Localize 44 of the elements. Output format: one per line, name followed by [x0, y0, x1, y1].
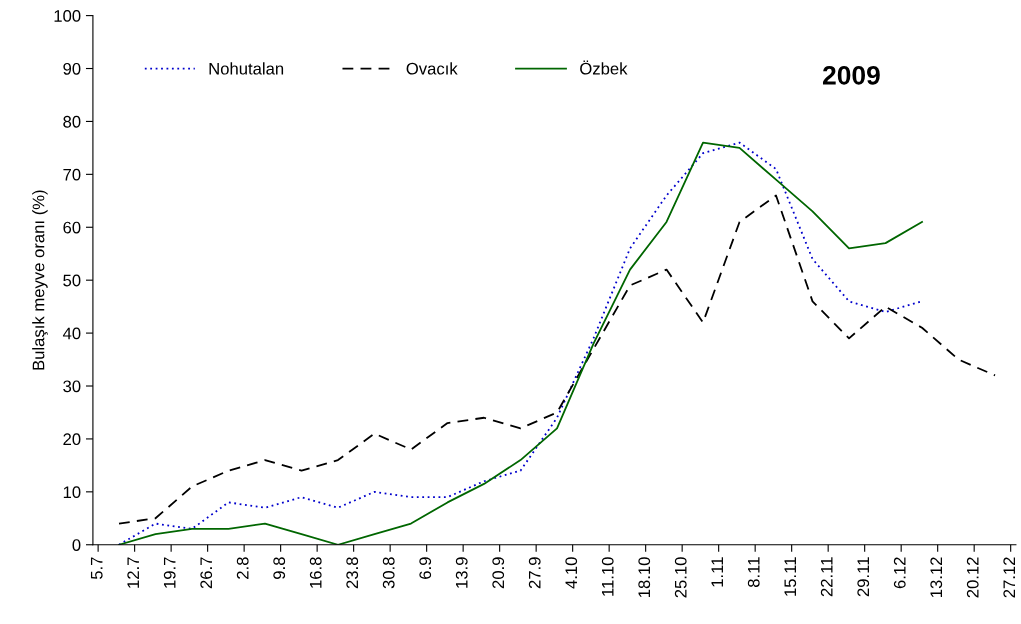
x-tick-label: 11.10: [601, 557, 614, 596]
x-tick-label: 27.12: [1003, 557, 1015, 598]
x-tick-label: 20.9: [492, 557, 505, 589]
y-tick-label: 60: [63, 221, 81, 234]
y-tick-label: 80: [63, 115, 81, 128]
x-tick-label: 8.11: [747, 557, 760, 588]
x-tick-label: 6.12: [893, 557, 906, 589]
legend-label: Özbek: [580, 60, 628, 75]
line-series: [118, 194, 996, 525]
y-tick-label: 50: [63, 274, 81, 287]
y-tick-label: 90: [63, 62, 81, 75]
x-tick-label: 18.10: [638, 557, 651, 597]
x-tick-label: 22.11: [820, 557, 833, 597]
x-tick-label: 29.11: [857, 557, 870, 597]
y-tick-label: 40: [62, 327, 81, 340]
y-tick-label: 10: [63, 486, 81, 499]
x-tick-label: 15.11: [784, 557, 797, 596]
legend-label: Nohutalan: [209, 62, 284, 75]
x-tick-label: 26.7: [200, 557, 213, 589]
y-tick-label: 30: [63, 380, 81, 393]
x-tick-label: 25.10: [674, 557, 687, 598]
x-tick-label: 2.8: [236, 557, 249, 579]
x-tick-label: 1.11: [711, 557, 723, 587]
y-tick-label: 20: [63, 433, 81, 446]
x-tick-label: 4.10: [565, 557, 578, 589]
x-tick-label: 16.8: [309, 557, 322, 588]
legend-label: Ovacık: [406, 62, 458, 75]
x-tick-label: 12.7: [127, 557, 139, 588]
x-tick-label: 20.12: [966, 557, 979, 598]
x-tick-label: 13.9: [455, 557, 468, 588]
x-tick-label: 19.7: [163, 557, 176, 588]
y-tick-label: 100: [54, 10, 81, 22]
y-axis-title: Bulaşık meyve oranı (%): [32, 190, 48, 370]
y-tick-label: 70: [63, 168, 81, 181]
x-tick-label: 6.9: [419, 557, 432, 579]
line-series: [118, 141, 923, 545]
x-tick-label: 13.12: [930, 557, 943, 597]
annotation: 2009: [822, 65, 880, 85]
x-tick-label: 30.8: [382, 557, 395, 589]
x-tick-label: 27.9: [528, 557, 541, 589]
x-tick-label: 5.7: [90, 557, 103, 580]
x-tick-label: 9.8: [273, 557, 286, 579]
y-tick-label: 0: [72, 539, 81, 551]
x-tick-label: 23.8: [346, 557, 359, 589]
